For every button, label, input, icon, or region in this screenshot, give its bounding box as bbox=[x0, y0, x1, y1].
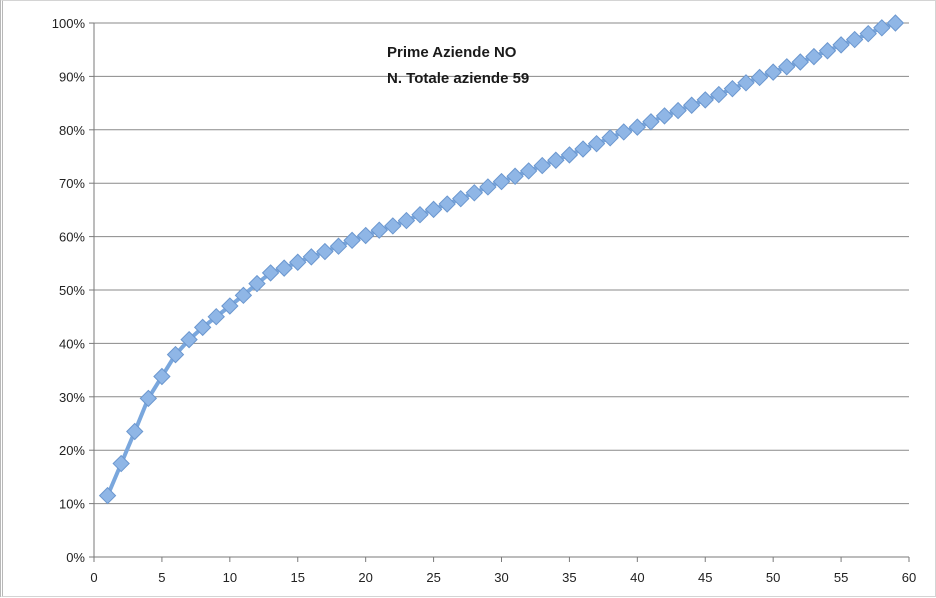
line-chart: 0% 10% 20% 30% 40% 50% 60% 70% 80% 90% 100% 0 5 10 15… bbox=[52, 14, 916, 585]
data-point bbox=[465, 184, 484, 202]
x-tick-label: 15 bbox=[291, 570, 305, 585]
data-point bbox=[411, 205, 429, 224]
data-point bbox=[642, 113, 660, 131]
data-point bbox=[275, 259, 293, 277]
data-point bbox=[533, 156, 551, 175]
data-point bbox=[791, 53, 810, 71]
data-point bbox=[316, 242, 334, 261]
series-line bbox=[105, 21, 897, 497]
annotation-line-1: Prime Aziende NO bbox=[387, 44, 517, 61]
data-point bbox=[370, 221, 388, 239]
data-point bbox=[764, 63, 782, 81]
data-point bbox=[574, 140, 592, 158]
data-point bbox=[873, 19, 891, 37]
data-point bbox=[289, 253, 307, 271]
data-point bbox=[519, 162, 538, 180]
data-point bbox=[615, 123, 633, 141]
y-tick-label: 70% bbox=[59, 176, 85, 191]
y-tick-label: 0% bbox=[66, 550, 85, 565]
data-point bbox=[343, 231, 361, 250]
x-tick-label: 5 bbox=[158, 570, 165, 585]
data-point bbox=[737, 74, 755, 92]
data-point bbox=[221, 297, 239, 315]
data-point bbox=[845, 30, 864, 49]
data-point bbox=[452, 189, 470, 208]
data-point bbox=[397, 211, 416, 230]
data-point bbox=[655, 107, 674, 125]
data-point bbox=[424, 200, 443, 219]
data-point bbox=[778, 58, 796, 76]
data-point bbox=[384, 217, 402, 235]
x-tick-label: 0 bbox=[90, 570, 97, 585]
data-point bbox=[587, 134, 606, 153]
y-tick-label: 80% bbox=[59, 123, 85, 138]
data-point bbox=[547, 151, 565, 169]
annotation-line-2: N. Totale aziende 59 bbox=[387, 70, 529, 87]
data-point bbox=[153, 367, 171, 386]
data-point bbox=[818, 42, 837, 60]
x-tick-label: 35 bbox=[562, 570, 576, 585]
data-point bbox=[628, 118, 647, 136]
data-point bbox=[696, 91, 714, 109]
series-layer bbox=[98, 14, 905, 505]
y-tick-label: 100% bbox=[52, 16, 86, 31]
data-point bbox=[832, 36, 850, 54]
data-point bbox=[98, 486, 117, 505]
x-tick-label: 55 bbox=[834, 570, 848, 585]
x-tick-label: 25 bbox=[426, 570, 440, 585]
data-point bbox=[207, 307, 225, 326]
data-point bbox=[669, 101, 687, 120]
data-point bbox=[261, 264, 280, 282]
x-tick-label: 60 bbox=[902, 570, 916, 585]
data-point bbox=[193, 318, 212, 337]
data-point bbox=[805, 47, 823, 66]
data-point bbox=[329, 237, 348, 255]
y-tick-label: 20% bbox=[59, 443, 85, 458]
data-point bbox=[479, 178, 497, 196]
x-tick-label: 50 bbox=[766, 570, 780, 585]
data-point bbox=[248, 274, 266, 293]
x-tick-label: 45 bbox=[698, 570, 712, 585]
data-point bbox=[859, 24, 877, 43]
data-point bbox=[356, 226, 375, 245]
y-tick-label: 60% bbox=[59, 230, 85, 245]
data-point bbox=[234, 286, 253, 305]
y-tick-label: 50% bbox=[59, 283, 85, 298]
x-tick-label: 20 bbox=[358, 570, 372, 585]
y-tick-label: 30% bbox=[59, 390, 85, 405]
x-tick-label: 10 bbox=[223, 570, 237, 585]
gridlines bbox=[94, 22, 909, 505]
chart-annotation: Prime Aziende NO N. Totale aziende 59 bbox=[387, 44, 529, 87]
data-point bbox=[601, 129, 619, 147]
data-point bbox=[302, 248, 321, 266]
data-point bbox=[180, 330, 198, 349]
x-tick-label: 30 bbox=[494, 570, 508, 585]
x-tick-label: 40 bbox=[630, 570, 644, 585]
axes bbox=[89, 22, 910, 562]
data-point bbox=[886, 14, 905, 32]
data-point bbox=[492, 172, 511, 191]
y-tick-labels: 0% 10% 20% 30% 40% 50% 60% 70% 80% 90% 100% bbox=[52, 16, 86, 565]
data-point bbox=[126, 422, 144, 441]
data-point bbox=[112, 454, 130, 473]
x-tick-labels: 0 5 10 15 20 25 30 35 40 45 50 55 60 bbox=[90, 570, 916, 585]
data-point bbox=[750, 68, 769, 87]
data-point bbox=[723, 79, 742, 98]
data-point bbox=[506, 167, 524, 185]
data-point bbox=[438, 195, 456, 213]
data-point bbox=[560, 146, 579, 164]
y-tick-label: 10% bbox=[59, 497, 85, 512]
data-point bbox=[139, 389, 158, 408]
y-tick-label: 90% bbox=[59, 69, 85, 84]
data-point bbox=[166, 345, 185, 364]
data-point bbox=[682, 96, 701, 114]
y-tick-label: 40% bbox=[59, 336, 85, 351]
data-point bbox=[710, 85, 728, 104]
